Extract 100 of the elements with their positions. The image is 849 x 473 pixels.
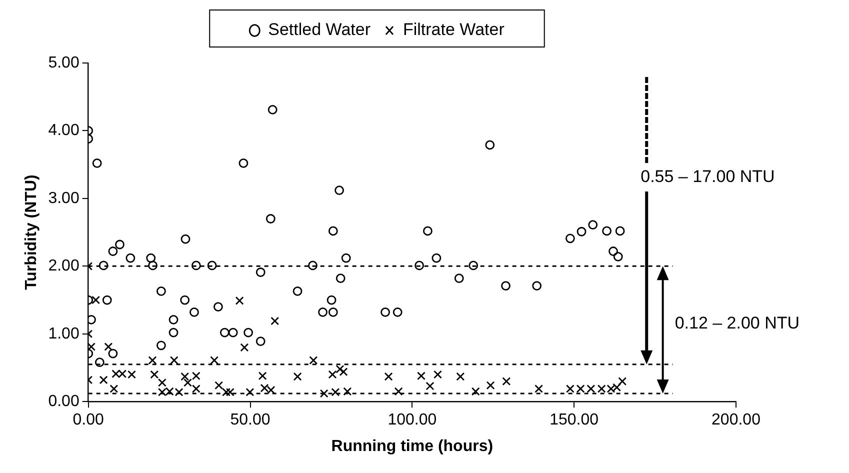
point: [292, 286, 302, 296]
point: [392, 308, 402, 317]
point: [456, 372, 465, 381]
point: [336, 274, 346, 284]
point: [98, 260, 108, 270]
point: [246, 388, 254, 396]
point: [156, 286, 166, 296]
point: [534, 384, 544, 393]
point: [320, 389, 328, 398]
x-tick-label: 200.00: [712, 412, 761, 429]
point: [328, 370, 337, 379]
point: [612, 383, 622, 392]
annotation: 0.12 – 2.00 NTU: [674, 314, 800, 333]
point: [308, 260, 318, 270]
point: [608, 246, 618, 256]
point: [426, 382, 434, 390]
point: [210, 356, 219, 365]
point: [532, 281, 542, 290]
point: [110, 384, 118, 393]
point: [318, 308, 328, 317]
point: [168, 328, 178, 338]
point: [191, 260, 201, 270]
x-tick-label: 0.00: [72, 412, 104, 429]
point: [602, 226, 612, 236]
point: [268, 105, 278, 114]
point: [394, 387, 403, 396]
point: [471, 387, 480, 396]
point: [414, 260, 424, 270]
y-tick-label: 1.00: [48, 325, 80, 342]
y-axis-title: Turbidity (NTU): [23, 174, 40, 290]
point: [112, 370, 120, 378]
legend-label: Settled Water: [268, 20, 371, 40]
point: [384, 372, 393, 381]
point: [108, 246, 118, 256]
point: [207, 260, 217, 270]
point: [417, 372, 426, 380]
point: [92, 296, 100, 304]
point: [423, 226, 432, 236]
point: [432, 253, 442, 263]
point: [150, 370, 159, 379]
point: [168, 314, 178, 324]
point: [256, 268, 266, 277]
legend-label: Filtrate Water: [402, 20, 505, 40]
point: [454, 274, 464, 284]
point: [226, 388, 234, 396]
point: [92, 158, 102, 168]
point: [618, 377, 627, 386]
point: [190, 308, 199, 317]
point: [566, 234, 575, 244]
point: [235, 296, 244, 305]
point: [434, 370, 442, 379]
point: [192, 384, 200, 393]
point: [597, 384, 606, 393]
point: [501, 281, 510, 290]
point: [343, 387, 352, 396]
point: [180, 295, 190, 305]
point: [334, 186, 344, 196]
point: [266, 214, 276, 224]
point: [170, 356, 178, 365]
point: [309, 356, 318, 365]
y-tick-label: 5.00: [48, 54, 80, 72]
point: [174, 388, 184, 396]
point: [214, 381, 224, 390]
point: [99, 376, 108, 384]
x-tick-label: 150.00: [550, 412, 599, 429]
point: [293, 372, 302, 381]
point: [88, 342, 96, 351]
point: [127, 370, 136, 379]
point: [380, 308, 390, 317]
point: [180, 234, 190, 244]
point: [341, 253, 351, 263]
point: [331, 388, 340, 396]
point: [260, 384, 269, 392]
annotation: 0.55 – 17.00 NTU: [640, 167, 775, 186]
point: [468, 260, 478, 270]
point: [102, 295, 112, 305]
point: [94, 358, 104, 368]
point: [148, 356, 157, 365]
point: [576, 384, 585, 393]
point: [148, 260, 158, 270]
point: [228, 328, 238, 338]
point: [336, 364, 344, 374]
point: [220, 328, 230, 338]
point: [240, 343, 249, 352]
point: [486, 381, 495, 390]
point: [613, 252, 623, 262]
point: [266, 386, 276, 394]
point: [108, 348, 118, 358]
point: [328, 226, 338, 236]
x-tick-label: 50.00: [230, 412, 270, 429]
point: [104, 342, 113, 351]
point: [192, 372, 200, 380]
point: [118, 370, 127, 378]
point: [213, 302, 223, 312]
y-tick-label: 4.00: [48, 122, 80, 140]
point: [270, 316, 280, 326]
point: [326, 295, 336, 305]
point: [485, 140, 495, 150]
point: [576, 226, 586, 236]
point: [502, 377, 511, 386]
